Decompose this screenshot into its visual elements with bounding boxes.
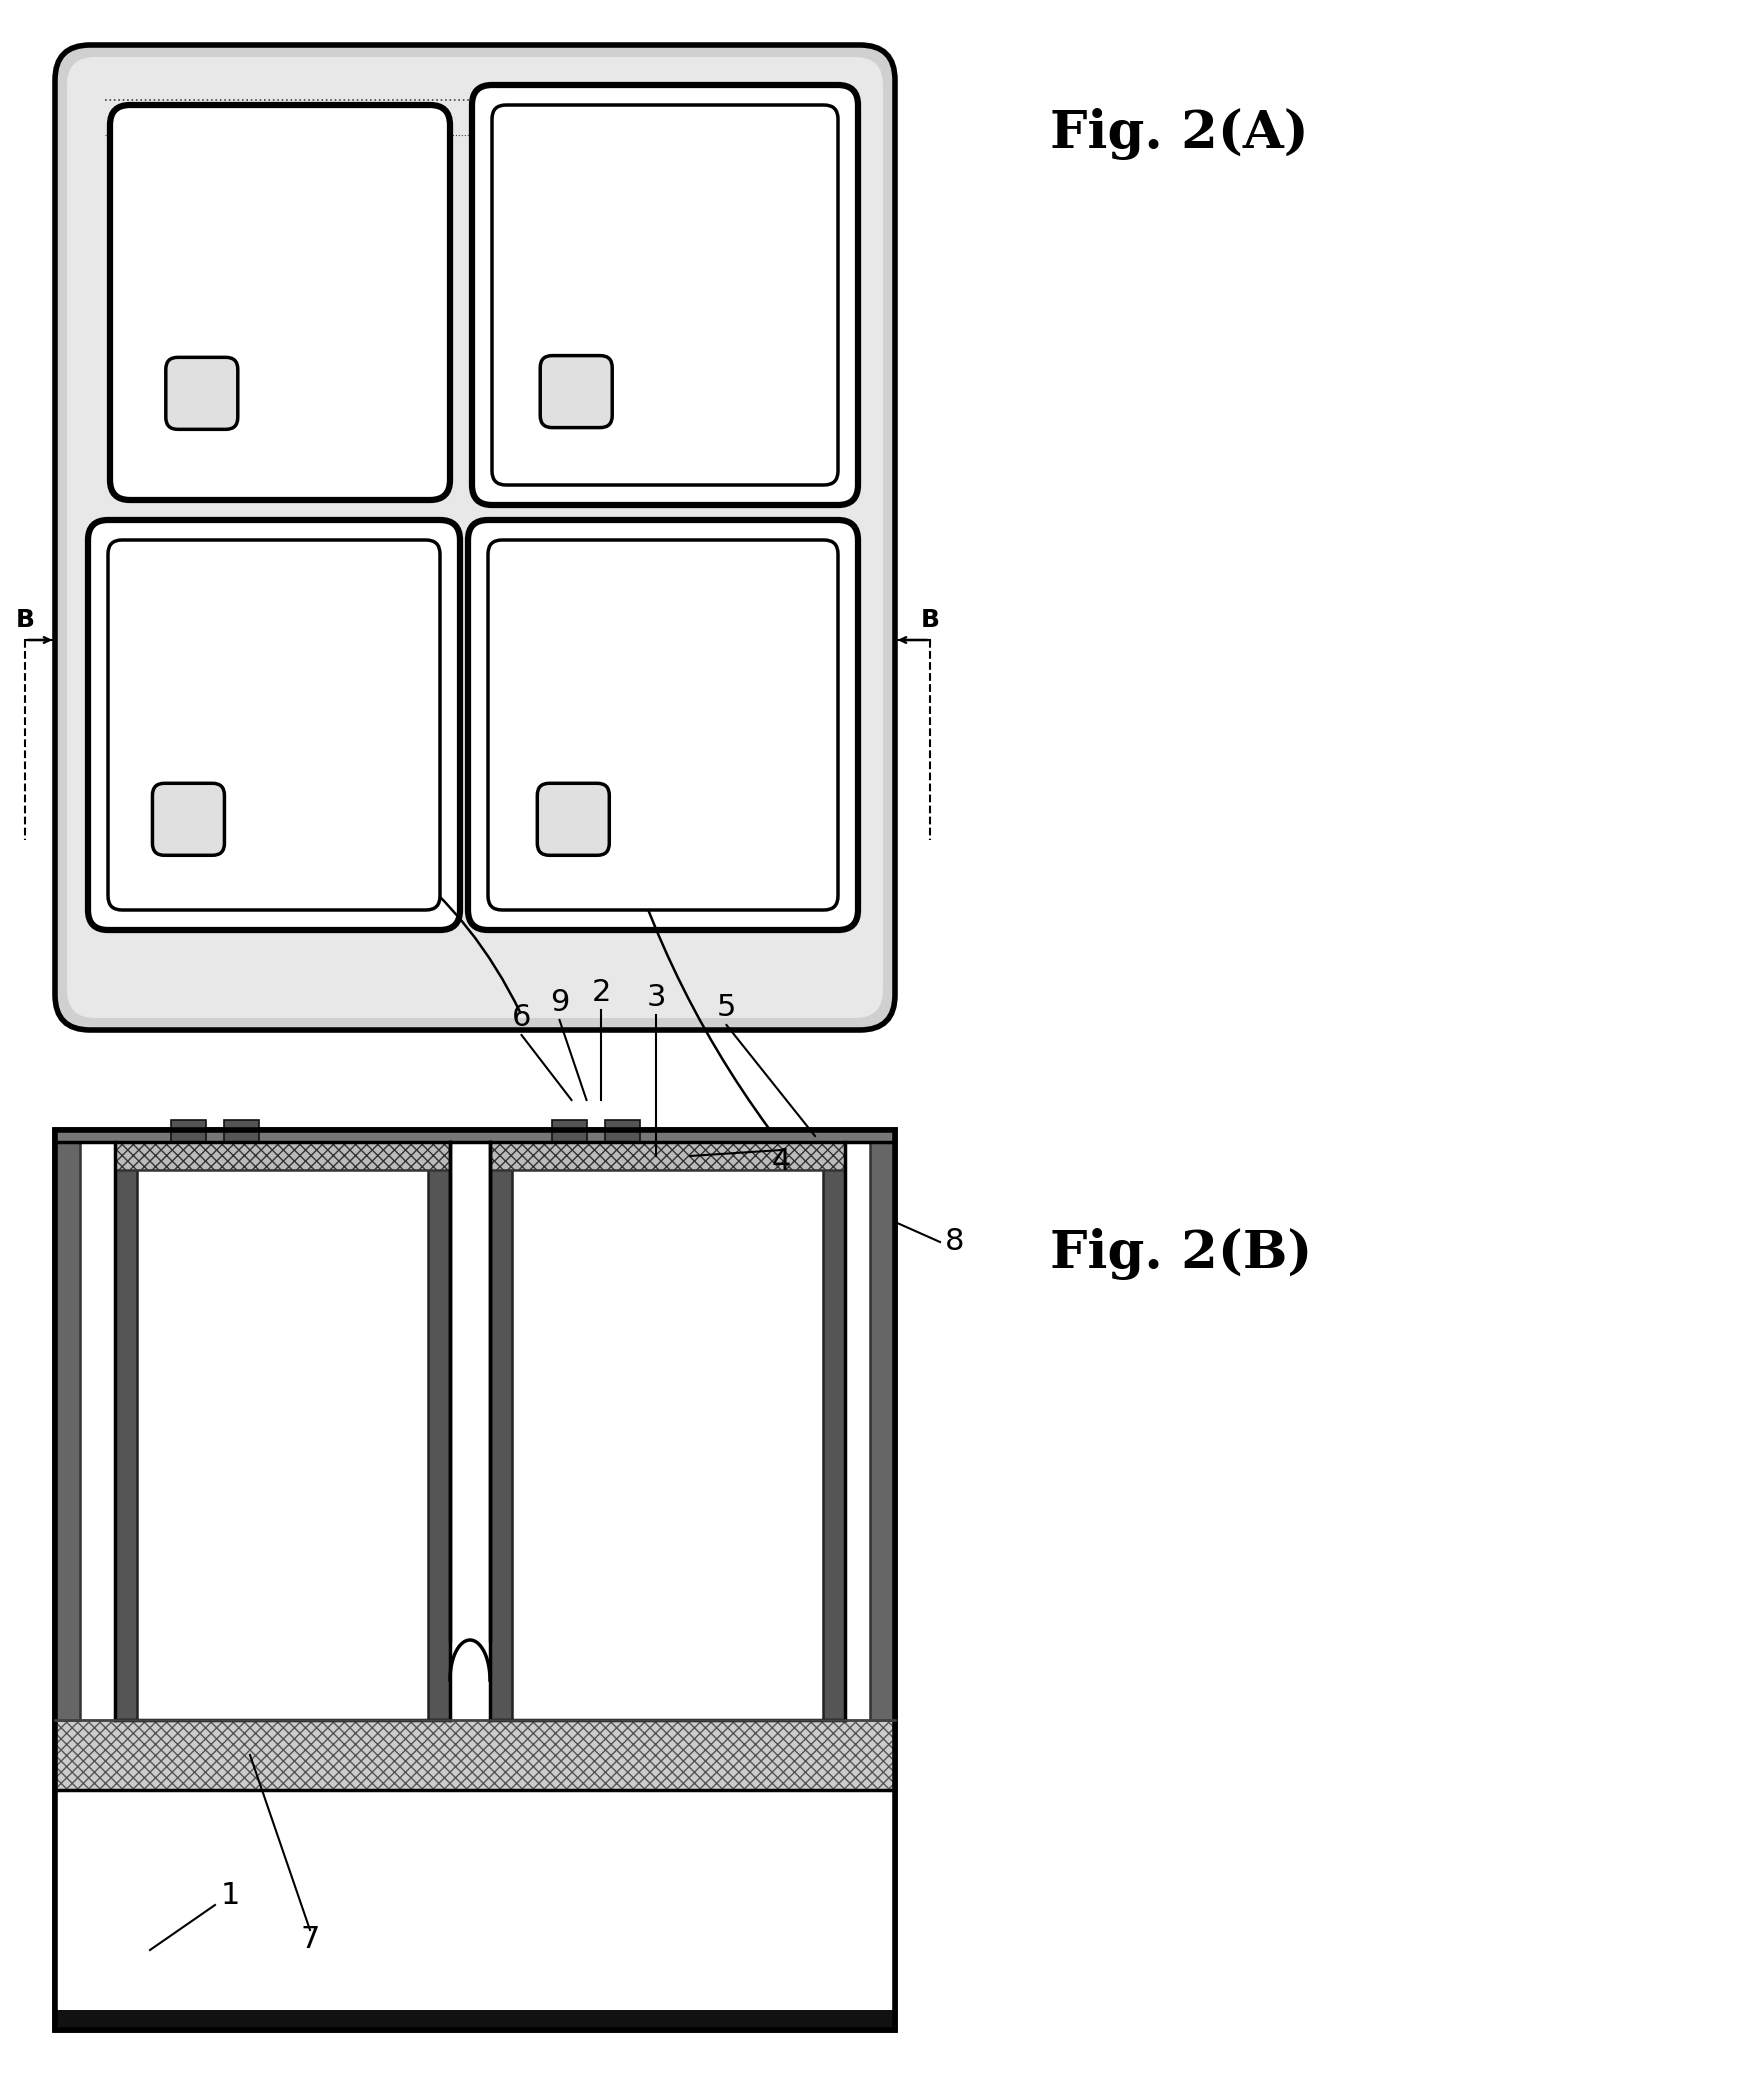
FancyBboxPatch shape — [153, 784, 225, 854]
Bar — [116, 1143, 449, 1170]
Bar — [490, 1157, 512, 1719]
Text: 6: 6 — [512, 1004, 532, 1033]
Bar — [54, 1130, 895, 2030]
FancyBboxPatch shape — [88, 521, 460, 929]
Bar — [490, 1130, 844, 1719]
FancyBboxPatch shape — [111, 106, 449, 500]
FancyBboxPatch shape — [472, 85, 858, 504]
Text: B: B — [921, 608, 939, 633]
Bar — [54, 1790, 895, 2010]
Bar — [54, 1130, 81, 1719]
Text: 7: 7 — [300, 1925, 319, 1954]
Text: 2: 2 — [591, 979, 611, 1008]
Text: 1: 1 — [221, 1881, 240, 1910]
Bar — [553, 1120, 588, 1143]
FancyBboxPatch shape — [109, 539, 441, 910]
FancyBboxPatch shape — [67, 56, 883, 1018]
FancyBboxPatch shape — [469, 521, 858, 929]
Bar — [428, 1157, 449, 1719]
Bar — [116, 1157, 137, 1719]
Bar — [225, 1120, 260, 1143]
Bar — [490, 1143, 844, 1170]
FancyBboxPatch shape — [165, 357, 237, 429]
Bar — [54, 1130, 895, 1143]
FancyBboxPatch shape — [541, 355, 612, 427]
Text: 4: 4 — [772, 1147, 792, 1176]
FancyBboxPatch shape — [54, 46, 895, 1031]
Bar — [54, 1719, 895, 1790]
Bar — [870, 1130, 895, 1719]
Bar — [54, 2010, 895, 2030]
Bar — [54, 1130, 895, 2030]
Bar — [605, 1120, 641, 1143]
FancyBboxPatch shape — [491, 106, 837, 485]
Text: 8: 8 — [944, 1228, 965, 1257]
Text: Fig. 2(A): Fig. 2(A) — [1049, 108, 1309, 160]
Text: 9: 9 — [549, 987, 569, 1016]
Bar — [823, 1157, 844, 1719]
Text: 5: 5 — [716, 993, 735, 1022]
FancyBboxPatch shape — [537, 784, 609, 854]
Bar — [172, 1120, 207, 1143]
Text: 3: 3 — [648, 983, 667, 1012]
Bar — [116, 1130, 449, 1719]
Text: Fig. 2(B): Fig. 2(B) — [1049, 1228, 1313, 1280]
Text: B: B — [16, 608, 35, 633]
FancyBboxPatch shape — [488, 539, 837, 910]
